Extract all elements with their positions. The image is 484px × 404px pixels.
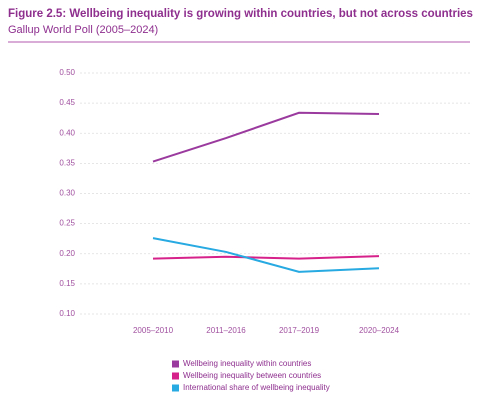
- series-line: [152, 255, 380, 260]
- y-tick-label: 0.25: [59, 219, 75, 228]
- y-tick-label: 0.45: [59, 98, 75, 107]
- y-tick-label: 0.40: [59, 128, 75, 137]
- x-tick-label: 2017–2019: [279, 326, 320, 335]
- legend-label: International share of wellbeing inequal…: [183, 383, 330, 392]
- y-tick-label: 0.15: [59, 279, 75, 288]
- y-tick-label: 0.35: [59, 158, 75, 167]
- x-tick-label: 2005–2010: [133, 326, 174, 335]
- legend-swatch: [172, 360, 179, 368]
- y-tick-label: 0.20: [59, 249, 75, 258]
- series-line: [152, 237, 380, 273]
- y-tick-label: 0.50: [59, 68, 75, 77]
- y-tick-label: 0.30: [59, 189, 75, 198]
- chart-subtitle: Gallup World Poll (2005–2024): [8, 24, 158, 36]
- x-tick-label: 2011–2016: [206, 326, 246, 335]
- x-tick-label: 2020–2024: [359, 326, 400, 335]
- legend-label: Wellbeing inequality between countries: [183, 371, 321, 380]
- y-tick-label: 0.10: [59, 309, 75, 318]
- legend-label: Wellbeing inequality within countries: [183, 359, 311, 368]
- series-line: [152, 111, 380, 163]
- legend-swatch: [172, 384, 179, 392]
- chart-title: Figure 2.5: Wellbeing inequality is grow…: [8, 8, 473, 20]
- legend-swatch: [172, 372, 179, 380]
